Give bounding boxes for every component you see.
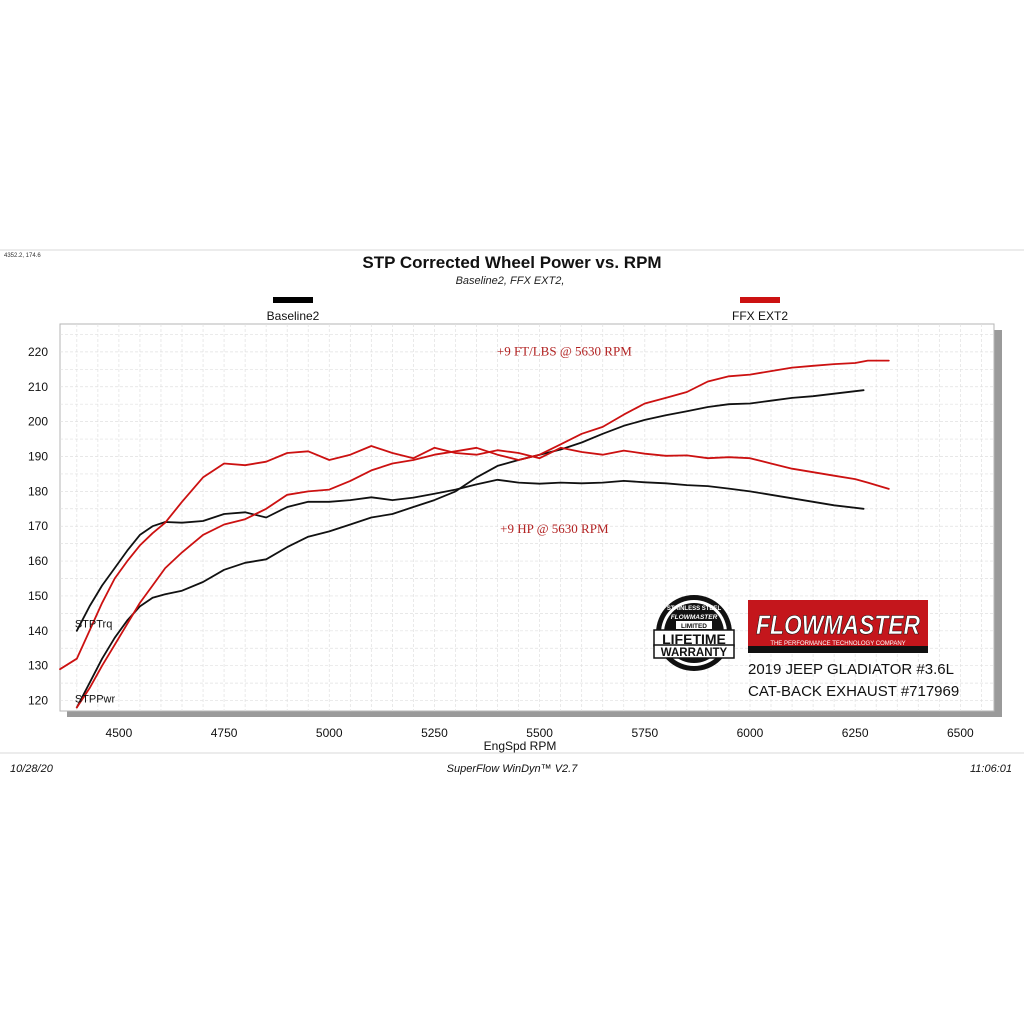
y-tick-label: 190 — [28, 449, 48, 463]
svg-text:STAINLESS STEEL: STAINLESS STEEL — [667, 606, 722, 612]
legend-swatch-baseline — [273, 297, 313, 303]
y-tick-label: 120 — [28, 694, 48, 708]
x-tick-label: 5750 — [631, 726, 658, 740]
series-lines — [59, 359, 890, 709]
x-tick-label: 4750 — [211, 726, 238, 740]
annotation-torque: +9 FT/LBS @ 5630 RPM — [497, 343, 632, 358]
y-tick-label: 220 — [28, 345, 48, 359]
flowmaster-logo: FLOWMASTER THE PERFORMANCE TECHNOLOGY CO… — [748, 600, 928, 653]
x-tick-label: 6000 — [737, 726, 764, 740]
legend-swatch-ffx — [740, 297, 780, 303]
y-tick-label: 180 — [28, 484, 48, 498]
x-tick-label: 6500 — [947, 726, 974, 740]
series-label-stptrq: STPTrq — [75, 618, 113, 630]
legend-label-baseline: Baseline2 — [267, 309, 320, 323]
svg-text:LIFETIME: LIFETIME — [662, 631, 726, 647]
vehicle-line-1: 2019 JEEP GLADIATOR #3.6L — [748, 661, 954, 678]
x-tick-label: 6250 — [842, 726, 869, 740]
svg-text:THE PERFORMANCE TECHNOLOGY COM: THE PERFORMANCE TECHNOLOGY COMPANY — [770, 641, 905, 647]
x-tick-label: 5000 — [316, 726, 343, 740]
x-axis-label: EngSpd RPM — [484, 739, 557, 753]
y-tick-label: 210 — [28, 380, 48, 394]
footer-date: 10/28/20 — [10, 763, 54, 775]
lifetime-warranty-badge: STAINLESS STEEL FLOWMASTER LIMITED LIFET… — [653, 595, 735, 671]
svg-text:FLOWMASTER: FLOWMASTER — [756, 610, 920, 640]
x-tick-label: 5500 — [526, 726, 553, 740]
y-tick-label: 160 — [28, 554, 48, 568]
x-tick-label: 5250 — [421, 726, 448, 740]
footer-software: SuperFlow WinDyn™ V2.7 — [447, 763, 579, 775]
svg-text:FLOWMASTER: FLOWMASTER — [671, 614, 718, 621]
y-tick-label: 140 — [28, 624, 48, 638]
series-line-ffx-ext2-stptrq — [59, 445, 890, 671]
svg-text:LIMITED: LIMITED — [681, 623, 707, 630]
series-line-baseline2-stppwr — [75, 389, 865, 709]
footer-time: 11:06:01 — [970, 763, 1012, 775]
annotation-hp: +9 HP @ 5630 RPM — [500, 521, 609, 536]
vehicle-line-2: CAT-BACK EXHAUST #717969 — [748, 683, 959, 700]
y-tick-label: 200 — [28, 415, 48, 429]
axis-ticks: 4500 4750 5000 5250 5500 5750 6000 6250 6500 120 1… — [28, 345, 974, 740]
chart-title: STP Corrected Wheel Power vs. RPM — [362, 253, 661, 272]
svg-text:WARRANTY: WARRANTY — [661, 647, 728, 659]
series-label-stppwr: STPPwr — [75, 693, 116, 705]
y-tick-label: 170 — [28, 519, 48, 533]
x-tick-label: 4500 — [106, 726, 133, 740]
y-tick-label: 150 — [28, 589, 48, 603]
legend-label-ffx: FFX EXT2 — [732, 309, 788, 323]
chart-subtitle: Baseline2, FFX EXT2, — [456, 275, 565, 287]
series-line-baseline2-stptrq — [75, 478, 865, 632]
cursor-coords: 4352.2, 174.6 — [4, 253, 41, 259]
y-tick-label: 130 — [28, 659, 48, 673]
series-line-ffx-ext2-stppwr — [75, 359, 890, 709]
